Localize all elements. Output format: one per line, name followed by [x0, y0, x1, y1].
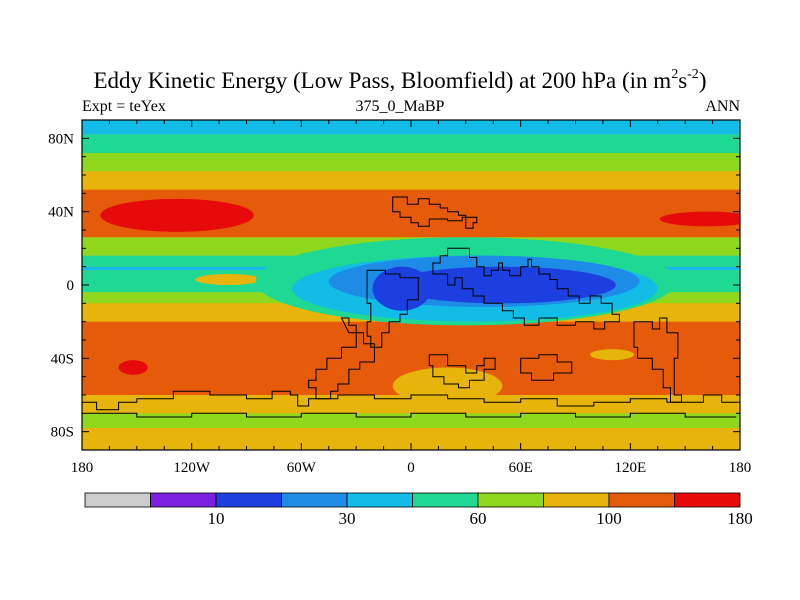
- colorbar-box-5: [412, 492, 479, 508]
- lon-tick-label: 180: [71, 460, 94, 476]
- contour-region-9: [590, 349, 634, 361]
- contour-band-1: [82, 134, 740, 153]
- colorbar-box-9: [674, 492, 741, 508]
- coastline-0: [392, 196, 478, 229]
- colorbar: 10 30 60 100 180: [84, 492, 753, 528]
- lat-tick-label: 80N: [48, 131, 74, 147]
- coastline-5: [520, 354, 573, 381]
- colorbar-box-3: [281, 492, 348, 508]
- colorbar-label: 100: [596, 509, 622, 528]
- coastline-6: [633, 317, 682, 403]
- colorbar-box-7: [543, 492, 610, 508]
- contour-band-3: [82, 171, 740, 190]
- lon-tick-label: 60W: [287, 460, 317, 476]
- lon-tick-label: 120E: [614, 460, 646, 476]
- title-sup-2: -2: [687, 67, 699, 82]
- contour-region-0: [100, 198, 254, 232]
- contour-band-12: [82, 395, 740, 414]
- colorbar-label: 60: [470, 509, 487, 528]
- title-unit-s: s: [678, 68, 688, 93]
- contour-region-2: [195, 274, 262, 285]
- coastline-8: [85, 412, 737, 418]
- coastline-4: [428, 354, 496, 389]
- title-text: Eddy Kinetic Energy (Low Pass, Bloomfiel…: [93, 68, 672, 93]
- plot-title: Eddy Kinetic Energy (Low Pass, Bloomfiel…: [0, 66, 800, 96]
- contour-band-14: [82, 428, 740, 450]
- lon-tick-label: 120W: [173, 460, 211, 476]
- colorbar-box-4: [346, 492, 413, 508]
- coastline-1: [432, 247, 620, 330]
- lon-tick-label: 0: [407, 460, 415, 476]
- lat-tick-label: 80S: [51, 425, 74, 441]
- axis-layer: 180 120W 60W 0 60E 120E 180 80N 40N 0 40S 80S: [48, 120, 751, 476]
- lat-tick-label: 0: [67, 278, 75, 294]
- lon-tick-label: 60E: [509, 460, 533, 476]
- contour-band-2: [82, 153, 740, 172]
- colorbar-box-0: [84, 492, 151, 508]
- colorbar-label: 180: [727, 509, 753, 528]
- coastline-2: [366, 269, 419, 348]
- lat-tick-label: 40S: [51, 351, 74, 367]
- contour-region-1: [659, 211, 740, 227]
- title-close: ): [698, 68, 707, 93]
- lon-tick-label: 180: [729, 460, 752, 476]
- season-label: ANN: [705, 98, 740, 115]
- colorbar-box-6: [477, 492, 544, 508]
- colorbar-label: 10: [208, 509, 225, 528]
- coastline-layer: [82, 196, 740, 450]
- contour-region-8: [372, 266, 432, 311]
- colorbar-box-2: [215, 492, 282, 508]
- colorbar-label: 30: [339, 509, 356, 528]
- title-sup-1: 2: [671, 67, 679, 82]
- contour-region-3: [118, 360, 148, 375]
- coastline-7: [82, 390, 740, 450]
- run-label: 375_0_MaBP: [355, 98, 445, 115]
- colorbar-box-1: [150, 492, 217, 508]
- lat-tick-label: 40N: [48, 205, 74, 221]
- colorbar-box-8: [608, 492, 675, 508]
- contour-region-7: [389, 266, 616, 304]
- experiment-label: Expt = teYex: [82, 98, 166, 115]
